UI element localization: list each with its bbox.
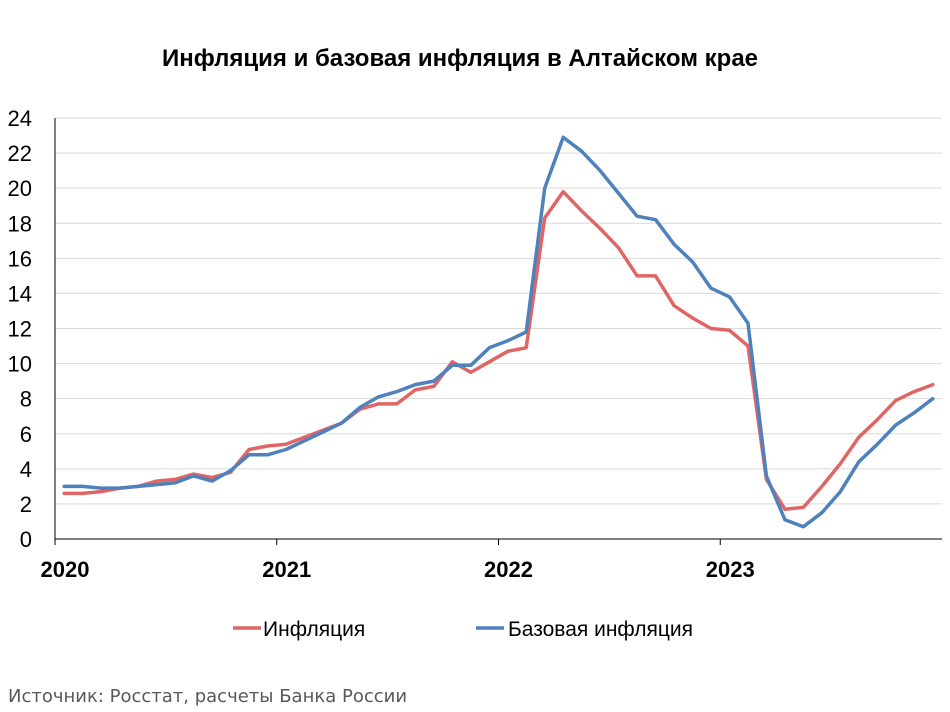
x-tick-label: 2020	[41, 557, 90, 582]
x-axis: 2020 2021 2022 2023	[41, 539, 755, 582]
y-tick-label: 6	[20, 422, 32, 447]
chart-title: Инфляция и базовая инфляция в Алтайском …	[162, 45, 758, 72]
y-tick-label: 12	[8, 317, 32, 342]
y-tick-label: 14	[8, 281, 32, 306]
y-tick-label: 4	[20, 457, 32, 482]
x-tick-label: 2023	[706, 557, 755, 582]
x-tick-label: 2021	[262, 557, 311, 582]
y-tick-label: 22	[8, 141, 32, 166]
legend-label: Базовая инфляция	[508, 618, 693, 641]
x-tick-label: 2022	[484, 557, 533, 582]
source-note: Источник: Росстат, расчеты Банка России	[8, 686, 407, 707]
y-tick-label: 2	[20, 492, 32, 517]
y-tick-label: 20	[8, 176, 32, 201]
y-tick-label: 8	[20, 387, 32, 412]
series-lines	[62, 135, 935, 529]
y-tick-label: 10	[8, 352, 32, 377]
y-tick-label: 16	[8, 246, 32, 271]
legend-label: Инфляция	[263, 618, 365, 641]
series-line-core-inflation	[62, 135, 935, 529]
y-tick-label: 0	[20, 527, 32, 552]
y-tick-label: 18	[8, 211, 32, 236]
series-line-inflation	[62, 189, 935, 511]
legend: Инфляция Базовая инфляция	[233, 618, 693, 641]
y-tick-label: 24	[8, 106, 32, 131]
